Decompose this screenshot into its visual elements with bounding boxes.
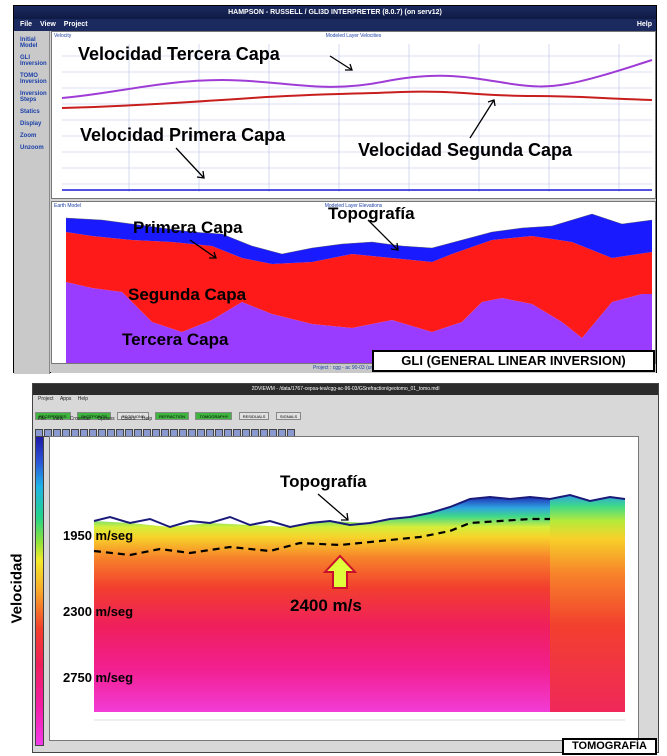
- tercera-capa-velocity-line: [61, 59, 653, 99]
- annotation-velocidad-tercera-capa: Velocidad Tercera Capa: [78, 44, 280, 64]
- menu-file[interactable]: File: [20, 21, 33, 28]
- tomography-model-right: [550, 495, 625, 712]
- sidebar-item-display[interactable]: Display: [20, 121, 42, 127]
- tercera-capa-layer: [66, 282, 652, 363]
- annotation-1950: 1950 m/seg: [63, 528, 134, 543]
- velocity-panel: Velocity Modeled Layer Velocities: [51, 31, 656, 199]
- menu-file[interactable]: File: [38, 416, 47, 422]
- annotation-2300: 2300 m/seg: [63, 604, 134, 619]
- menu-help[interactable]: Help: [636, 21, 652, 28]
- tab-signals[interactable]: SIGNALS: [275, 412, 302, 420]
- sidebar-item-unzoom[interactable]: Unzoom: [20, 145, 44, 151]
- tab-refraction[interactable]: REFRACTION: [155, 412, 189, 420]
- tab-shotpoints[interactable]: SHOTPOINTS: [76, 412, 111, 420]
- earth-model-subtitle: Modeled Layer Elevations: [324, 203, 383, 209]
- menu-colors[interactable]: Colors: [121, 416, 136, 422]
- tomo-menu-bar: Project Apps Help: [33, 395, 658, 404]
- menu-view[interactable]: View: [40, 21, 56, 28]
- menu-help[interactable]: Help: [77, 396, 89, 402]
- velocity-panel-subtitle: Modeled Layer Velocities: [325, 33, 382, 39]
- menu-project[interactable]: Project: [38, 396, 54, 402]
- primera-capa-layer: [66, 214, 652, 264]
- annotation-velocidad-primera-capa: Velocidad Primera Capa: [80, 125, 286, 145]
- project-status: Project : cgg - ac 90-03 (unus: [313, 365, 379, 371]
- sidebar-item-tomo-inversion[interactable]: TOMO Inversion: [20, 73, 47, 85]
- annotation-2750: 2750 m/seg: [63, 670, 134, 685]
- velocity-colorbar: [35, 436, 44, 746]
- annotation-segunda-capa: Segunda Capa: [128, 285, 247, 304]
- velocidad-axis-label: Velocidad: [8, 553, 26, 624]
- segunda-capa-velocity-line: [61, 90, 653, 109]
- velocity-plot: [61, 44, 653, 192]
- sidebar-item-statics[interactable]: Statics: [20, 109, 40, 115]
- annotation-2400: 2400 m/s: [290, 596, 362, 615]
- tomo-tabs: RECEPTORES SHOTPOINTS GEOPHONE REFRACTIO…: [35, 405, 303, 420]
- annotation-primera-capa: Primera Capa: [133, 218, 243, 237]
- menu-project[interactable]: Project: [63, 21, 88, 28]
- menu-crosshair[interactable]: Crosshair: [69, 416, 91, 422]
- tomo-toolbar: [35, 424, 296, 437]
- topography-surface: [93, 493, 626, 529]
- tab-residuals[interactable]: RESIDUALS: [238, 412, 270, 420]
- annotation-tercera-capa: Tercera Capa: [122, 330, 229, 349]
- toolbar-button[interactable]: [44, 429, 52, 437]
- menu-options[interactable]: Options: [97, 416, 115, 422]
- annotation-topografia-gli: Topografía: [328, 204, 415, 223]
- tab-tomography[interactable]: TOMOGRAPHY: [195, 412, 233, 420]
- tomo-box-label: TOMOGRAFÍA: [562, 738, 657, 755]
- gli-status-bar: Project : cgg - ac 90-03 (unus: [51, 364, 656, 373]
- annotation-velocidad-segunda-capa: Velocidad Segunda Capa: [358, 140, 573, 160]
- velocity-2400-contour: [93, 517, 550, 557]
- sidebar-item-gli-inversion[interactable]: GLI Inversion: [20, 55, 47, 67]
- earth-model-title: Earth Model: [54, 203, 81, 209]
- gli-box-label: GLI (GENERAL LINEAR INVERSION): [372, 350, 655, 372]
- gli-sidebar: Initial Model GLI Inversion TOMO Inversi…: [14, 31, 50, 374]
- menu-view[interactable]: View: [52, 416, 64, 422]
- menu-apps[interactable]: Apps: [59, 396, 72, 402]
- gli-window-title: HAMPSON - RUSSELL / GLI3D INTERPRETER (8…: [14, 6, 656, 19]
- sidebar-item-initial-model[interactable]: Initial Model: [20, 37, 38, 49]
- menu-help2[interactable]: Help: [141, 416, 153, 422]
- gli-annotation-arrows: [175, 55, 496, 259]
- velocity-panel-title: Velocity: [54, 33, 72, 39]
- annotation-topografia-tomo: Topografía: [280, 472, 367, 491]
- tomo-view-menu: File View Crosshair Options Colors Help: [33, 415, 658, 423]
- tab-geophone[interactable]: GEOPHONE: [117, 412, 149, 420]
- sidebar-item-zoom[interactable]: Zoom: [20, 133, 37, 139]
- tomo-window-title: 2DVIEWM - /data/1767-cepsa-tea/cgg-ac-96…: [33, 384, 658, 395]
- sidebar-item-inversion-steps[interactable]: Inversion Steps: [20, 91, 47, 103]
- tomography-model-main: [94, 497, 550, 712]
- tomography-plot: [49, 436, 639, 741]
- gli-menu-bar: File View Project Help: [14, 19, 656, 31]
- tab-receptores[interactable]: RECEPTORES: [35, 412, 71, 420]
- gli-window: HAMPSON - RUSSELL / GLI3D INTERPRETER (8…: [13, 5, 657, 374]
- tomo-window: 2DVIEWM - /data/1767-cepsa-tea/cgg-ac-96…: [32, 383, 659, 753]
